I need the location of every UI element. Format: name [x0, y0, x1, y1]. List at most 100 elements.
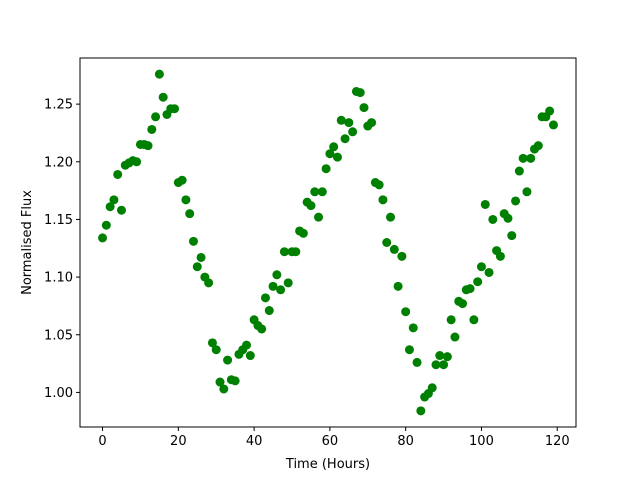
point — [503, 213, 513, 223]
point — [177, 175, 187, 185]
point — [545, 106, 555, 116]
point — [511, 196, 521, 206]
y-tick-label: 1.25 — [44, 98, 73, 113]
point — [143, 141, 153, 151]
y-axis-label: Normalised Flux — [20, 190, 35, 295]
point — [348, 127, 358, 137]
point — [245, 351, 255, 361]
point — [223, 355, 233, 365]
point — [393, 281, 403, 291]
point — [321, 164, 331, 174]
x-tick-label: 100 — [469, 434, 494, 449]
point — [101, 220, 111, 230]
y-tick-label: 1.20 — [44, 155, 73, 170]
point — [113, 169, 123, 179]
point — [314, 212, 324, 222]
point — [355, 88, 365, 98]
point — [431, 360, 441, 370]
point — [298, 228, 308, 238]
point — [469, 315, 479, 325]
point — [435, 351, 445, 361]
point — [389, 244, 399, 254]
x-tick-label: 0 — [98, 434, 106, 449]
x-axis-label: Time (Hours) — [285, 457, 370, 472]
point — [276, 285, 286, 295]
point — [325, 149, 335, 159]
point — [181, 195, 191, 205]
point — [344, 118, 354, 128]
point — [272, 270, 282, 280]
point — [473, 277, 483, 287]
point — [446, 315, 456, 325]
point — [230, 376, 240, 386]
point — [507, 231, 517, 241]
point — [412, 357, 422, 367]
point — [158, 92, 168, 102]
point — [416, 406, 426, 416]
point — [340, 134, 350, 144]
point — [526, 153, 536, 163]
point — [382, 238, 392, 247]
point — [442, 352, 452, 362]
point — [533, 141, 543, 151]
point — [488, 214, 498, 224]
point — [219, 384, 229, 394]
point — [408, 323, 418, 333]
point — [98, 233, 108, 243]
point — [317, 187, 327, 197]
point — [204, 278, 214, 288]
point — [450, 332, 460, 342]
point — [548, 120, 558, 130]
point — [196, 252, 206, 262]
point — [151, 112, 161, 122]
point — [207, 338, 217, 348]
plot-frame — [79, 57, 577, 428]
point — [439, 360, 449, 370]
y-tick-label: 1.15 — [44, 213, 73, 228]
x-tick-label: 60 — [322, 434, 339, 449]
point — [404, 345, 414, 355]
point — [109, 195, 119, 205]
point — [495, 251, 505, 261]
point — [476, 262, 486, 272]
point — [283, 278, 293, 288]
point — [211, 345, 221, 355]
point — [514, 166, 524, 176]
point — [242, 340, 252, 350]
point — [306, 201, 316, 211]
y-tick-label: 1.05 — [44, 328, 73, 343]
x-tick-label: 20 — [170, 434, 187, 449]
point — [484, 267, 494, 277]
x-tick-label: 80 — [397, 434, 414, 449]
point — [480, 199, 490, 209]
point — [427, 383, 437, 393]
point — [465, 284, 475, 294]
point — [132, 157, 142, 167]
point — [374, 180, 384, 190]
point — [332, 152, 342, 162]
point — [336, 115, 346, 125]
point — [268, 281, 278, 291]
point — [192, 262, 202, 272]
point — [147, 124, 157, 134]
point — [378, 195, 388, 205]
point — [359, 103, 369, 113]
y-tick-label: 1.00 — [44, 386, 73, 401]
point — [215, 377, 225, 387]
point — [386, 212, 396, 222]
point — [329, 142, 339, 152]
point — [257, 324, 267, 334]
point — [310, 187, 320, 197]
x-tick-label: 40 — [246, 434, 263, 449]
point — [458, 299, 468, 309]
point — [154, 69, 164, 79]
point — [279, 247, 289, 257]
point — [260, 293, 270, 303]
point — [367, 118, 377, 128]
point — [401, 307, 411, 317]
point — [264, 306, 274, 316]
point — [291, 247, 301, 257]
point — [188, 236, 198, 246]
